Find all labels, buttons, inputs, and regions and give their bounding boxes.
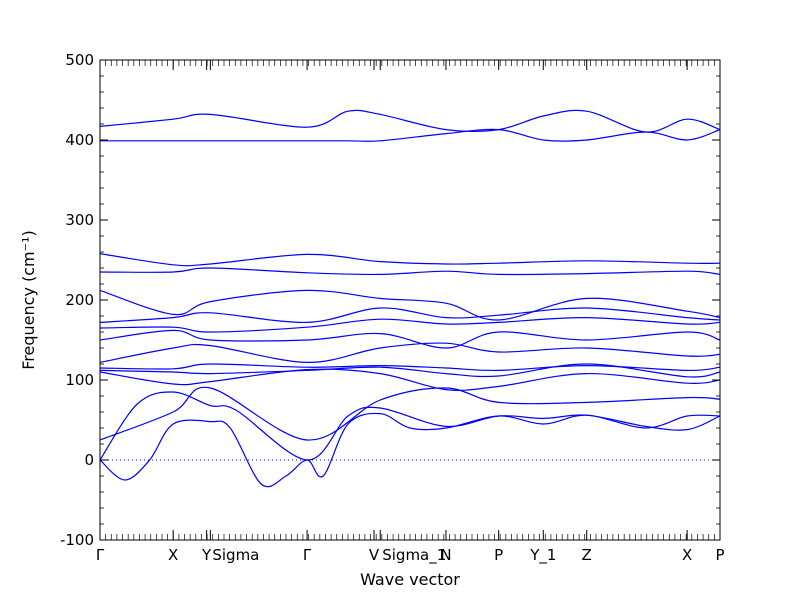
phonon-band-4	[100, 267, 720, 276]
kpoint-label: Γ	[303, 546, 312, 564]
kpoint-label: X	[168, 546, 178, 564]
plot-area	[100, 109, 720, 488]
y-tick-label: 200	[65, 291, 94, 309]
phonon-band-13	[100, 386, 720, 441]
kpoint-label: Sigma_1	[382, 546, 446, 565]
y-tick-label: 0	[84, 451, 94, 469]
kpoint-label: Sigma	[212, 546, 259, 564]
kpoint-label: Y	[201, 546, 212, 564]
y-tick-label: 400	[65, 131, 94, 149]
phonon-band-2	[100, 109, 720, 133]
x-axis-label: Wave vector	[360, 570, 460, 589]
phonon-band-9	[100, 342, 720, 364]
kpoint-label: X	[682, 546, 692, 564]
phonon-band-7	[100, 316, 720, 333]
ticks	[99, 59, 721, 541]
phonon-band-5	[100, 289, 720, 321]
phonon-band-14	[100, 391, 720, 461]
y-tick-label: 500	[65, 51, 94, 69]
y-tick-label: -100	[60, 531, 94, 549]
y-tick-label: 100	[65, 371, 94, 389]
phonon-band-12	[100, 368, 720, 391]
phonon-band-11	[100, 363, 720, 378]
kpoint-label: V	[369, 546, 380, 564]
tick-labels: -100 0 100 200 300 400 500 Γ X Y Sigma Γ V Sigma_1N P Y…	[60, 51, 725, 565]
y-tick-label: 300	[65, 211, 94, 229]
kpoint-label: N	[440, 546, 451, 564]
kpoint-label: Z	[582, 546, 592, 564]
y-axis-label: Frequency (cm⁻¹)	[19, 230, 38, 369]
kpoint-label: P	[715, 546, 724, 564]
kpoint-label: P	[494, 546, 503, 564]
phonon-band-10	[100, 363, 720, 372]
kpoint-label: Γ	[96, 546, 105, 564]
kpoint-label: Y_1	[529, 546, 556, 565]
phonon-band-15	[100, 412, 720, 488]
phonon-band-6	[100, 307, 720, 324]
phonon-band-8	[100, 329, 720, 349]
phonon-band-3	[100, 253, 720, 267]
